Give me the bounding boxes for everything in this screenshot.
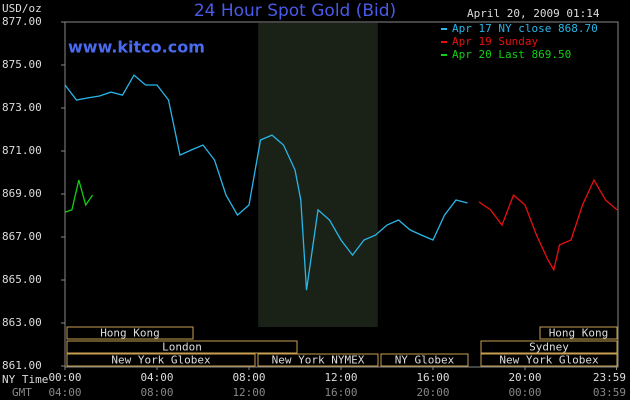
y-tick-label: 861.00	[2, 359, 42, 372]
x-tick-label: 16:00	[416, 371, 449, 384]
y-tick-label: 863.00	[2, 316, 42, 329]
y-tick-label: 871.00	[2, 144, 42, 157]
session-label: New York NYMEX	[272, 354, 365, 367]
session-label: New York Globex	[111, 354, 211, 367]
session-label: London	[162, 341, 202, 354]
session-box	[66, 326, 194, 340]
price-line	[64, 74, 468, 291]
session-box	[66, 353, 256, 367]
y-tick-label: 873.00	[2, 101, 42, 114]
session-shade	[258, 23, 378, 327]
price-line	[478, 178, 618, 272]
x-tick-label: 12:00	[324, 371, 357, 384]
session-label: Hong Kong	[100, 327, 160, 340]
price-line	[64, 179, 94, 213]
y-tick-label: 869.00	[2, 187, 42, 200]
gmt-tick-label: 16:00	[324, 386, 357, 399]
gmt-tick-label: 08:00	[140, 386, 173, 399]
gmt-tick-label: 00:00	[508, 386, 541, 399]
y-tick-label: 867.00	[2, 230, 42, 243]
session-box	[539, 326, 618, 340]
session-box	[66, 340, 298, 354]
x-tick-label: 20:00	[508, 371, 541, 384]
x-row-label: NY Time	[2, 373, 48, 386]
legend-label: Apr 17 NY close 868.70	[452, 22, 598, 35]
session-label: Sydney	[529, 341, 569, 354]
session-label: NY Globex	[395, 354, 455, 367]
session-label: New York Globex	[499, 354, 599, 367]
session-box	[380, 353, 469, 367]
x-tick-label: 00:00	[48, 371, 81, 384]
x-tick-label: 04:00	[140, 371, 173, 384]
session-box	[257, 353, 379, 367]
legend-label: Apr 20 Last 869.50	[452, 48, 571, 61]
gmt-tick-label: 12:00	[232, 386, 265, 399]
y-axis-label: USD/oz	[2, 2, 42, 15]
watermark: www.kitco.com	[68, 38, 205, 57]
y-tick-label: 865.00	[2, 273, 42, 286]
gmt-tick-label: 04:00	[48, 386, 81, 399]
x-tick-label: 08:00	[232, 371, 265, 384]
x-tick-label: 23:59	[593, 371, 626, 384]
date: April 20, 2009 01:14	[467, 7, 600, 20]
chart-title: 24 Hour Spot Gold (Bid)	[194, 1, 396, 21]
x-row-label: GMT	[12, 386, 32, 399]
session-box	[480, 340, 618, 354]
y-tick-label: 877.00	[2, 15, 42, 28]
gmt-tick-label: 20:00	[416, 386, 449, 399]
gmt-tick-label: 03:59	[593, 386, 626, 399]
y-tick-label: 875.00	[2, 58, 42, 71]
session-box	[480, 353, 618, 367]
legend-label: Apr 19 Sunday	[452, 35, 538, 48]
session-label: Hong Kong	[549, 327, 609, 340]
